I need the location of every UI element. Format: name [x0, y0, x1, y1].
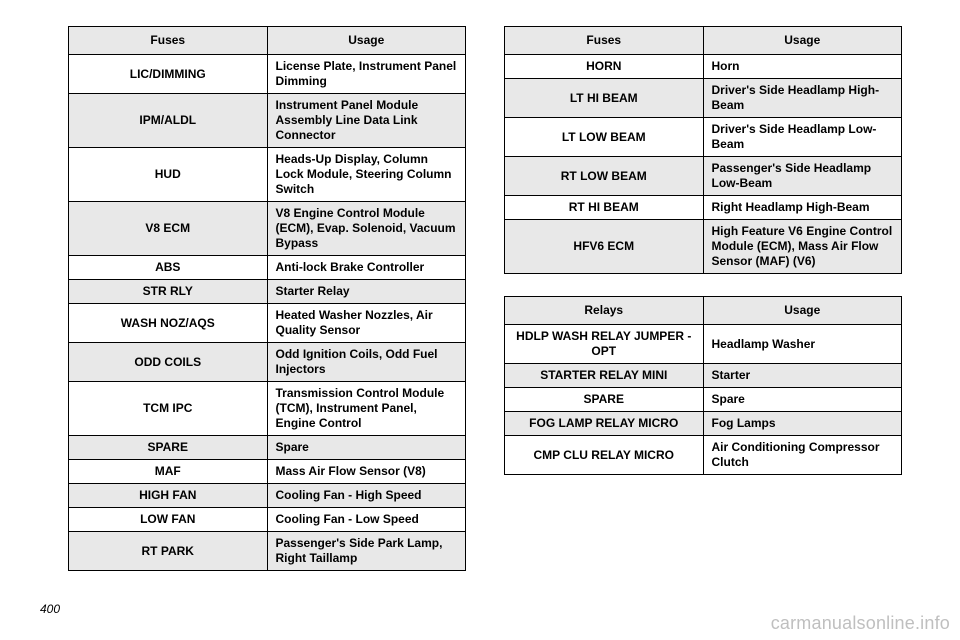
cell-usage: Heated Washer Nozzles, Air Quality Senso… [267, 304, 466, 343]
cell-code: LT LOW BEAM [505, 118, 704, 157]
cell-code: SPARE [505, 388, 704, 412]
table-row: ABSAnti-lock Brake Controller [69, 256, 466, 280]
cell-usage: Horn [703, 55, 902, 79]
cell-code: STR RLY [69, 280, 268, 304]
cell-usage: Passenger's Side Park Lamp, Right Tailla… [267, 532, 466, 571]
cell-usage: Fog Lamps [703, 412, 902, 436]
table-row: FOG LAMP RELAY MICROFog Lamps [505, 412, 902, 436]
cell-code: LT HI BEAM [505, 79, 704, 118]
cell-code: HORN [505, 55, 704, 79]
cell-usage: Spare [267, 436, 466, 460]
columns: Fuses Usage LIC/DIMMINGLicense Plate, In… [68, 26, 908, 571]
watermark: carmanualsonline.info [771, 613, 950, 634]
cell-code: HDLP WASH RELAY JUMPER -OPT [505, 325, 704, 364]
table-row: LT LOW BEAMDriver's Side Headlamp Low-Be… [505, 118, 902, 157]
table-row: LT HI BEAMDriver's Side Headlamp High-Be… [505, 79, 902, 118]
table-row: ODD COILSOdd Ignition Coils, Odd Fuel In… [69, 343, 466, 382]
cell-code: WASH NOZ/AQS [69, 304, 268, 343]
th-usage: Usage [703, 27, 902, 55]
table-row: HFV6 ECMHigh Feature V6 Engine Control M… [505, 220, 902, 274]
cell-usage: Right Headlamp High-Beam [703, 196, 902, 220]
cell-code: SPARE [69, 436, 268, 460]
table-row: MAFMass Air Flow Sensor (V8) [69, 460, 466, 484]
cell-code: CMP CLU RELAY MICRO [505, 436, 704, 475]
cell-code: IPM/ALDL [69, 94, 268, 148]
right-top-tbody: HORNHornLT HI BEAMDriver's Side Headlamp… [505, 55, 902, 274]
page-number: 400 [40, 602, 60, 616]
table-row: HIGH FANCooling Fan - High Speed [69, 484, 466, 508]
table-row: RT PARKPassenger's Side Park Lamp, Right… [69, 532, 466, 571]
cell-usage: Driver's Side Headlamp High-Beam [703, 79, 902, 118]
th-fuses: Fuses [69, 27, 268, 55]
cell-code: HIGH FAN [69, 484, 268, 508]
left-tbody: LIC/DIMMINGLicense Plate, Instrument Pan… [69, 55, 466, 571]
cell-usage: Transmission Control Module (TCM), Instr… [267, 382, 466, 436]
table-row: STR RLYStarter Relay [69, 280, 466, 304]
cell-usage: Starter Relay [267, 280, 466, 304]
cell-usage: High Feature V6 Engine Control Module (E… [703, 220, 902, 274]
right-bottom-tbody: HDLP WASH RELAY JUMPER -OPTHeadlamp Wash… [505, 325, 902, 475]
relays-table: Relays Usage HDLP WASH RELAY JUMPER -OPT… [504, 296, 902, 475]
cell-usage: Odd Ignition Coils, Odd Fuel Injectors [267, 343, 466, 382]
fuses-table-left: Fuses Usage LIC/DIMMINGLicense Plate, In… [68, 26, 466, 571]
cell-code: TCM IPC [69, 382, 268, 436]
left-column: Fuses Usage LIC/DIMMINGLicense Plate, In… [68, 26, 466, 571]
table-row: WASH NOZ/AQSHeated Washer Nozzles, Air Q… [69, 304, 466, 343]
cell-usage: Headlamp Washer [703, 325, 902, 364]
cell-usage: Passenger's Side Headlamp Low-Beam [703, 157, 902, 196]
cell-code: HFV6 ECM [505, 220, 704, 274]
th-relays: Relays [505, 297, 704, 325]
table-row: SPARESpare [69, 436, 466, 460]
table-row: RT HI BEAMRight Headlamp High-Beam [505, 196, 902, 220]
cell-usage: Heads-Up Display, Column Lock Module, St… [267, 148, 466, 202]
table-row: CMP CLU RELAY MICROAir Conditioning Comp… [505, 436, 902, 475]
right-column: Fuses Usage HORNHornLT HI BEAMDriver's S… [504, 26, 902, 475]
cell-code: MAF [69, 460, 268, 484]
table-row: HUDHeads-Up Display, Column Lock Module,… [69, 148, 466, 202]
table-row: STARTER RELAY MINIStarter [505, 364, 902, 388]
page: Fuses Usage LIC/DIMMINGLicense Plate, In… [0, 0, 960, 640]
cell-code: RT LOW BEAM [505, 157, 704, 196]
cell-code: LOW FAN [69, 508, 268, 532]
cell-usage: Air Conditioning Compressor Clutch [703, 436, 902, 475]
cell-code: V8 ECM [69, 202, 268, 256]
table-row: LIC/DIMMINGLicense Plate, Instrument Pan… [69, 55, 466, 94]
table-row: LOW FANCooling Fan - Low Speed [69, 508, 466, 532]
cell-usage: Mass Air Flow Sensor (V8) [267, 460, 466, 484]
cell-usage: Anti-lock Brake Controller [267, 256, 466, 280]
table-row: HORNHorn [505, 55, 902, 79]
th-fuses: Fuses [505, 27, 704, 55]
cell-code: STARTER RELAY MINI [505, 364, 704, 388]
table-row: IPM/ALDLInstrument Panel Module Assembly… [69, 94, 466, 148]
cell-code: FOG LAMP RELAY MICRO [505, 412, 704, 436]
fuses-table-right-top: Fuses Usage HORNHornLT HI BEAMDriver's S… [504, 26, 902, 274]
cell-code: LIC/DIMMING [69, 55, 268, 94]
cell-usage: License Plate, Instrument Panel Dimming [267, 55, 466, 94]
cell-usage: Driver's Side Headlamp Low-Beam [703, 118, 902, 157]
cell-usage: Spare [703, 388, 902, 412]
th-usage: Usage [267, 27, 466, 55]
cell-usage: Cooling Fan - High Speed [267, 484, 466, 508]
cell-code: ABS [69, 256, 268, 280]
cell-usage: Instrument Panel Module Assembly Line Da… [267, 94, 466, 148]
cell-code: RT HI BEAM [505, 196, 704, 220]
table-row: V8 ECMV8 Engine Control Module (ECM), Ev… [69, 202, 466, 256]
cell-code: HUD [69, 148, 268, 202]
cell-code: RT PARK [69, 532, 268, 571]
table-row: TCM IPCTransmission Control Module (TCM)… [69, 382, 466, 436]
cell-code: ODD COILS [69, 343, 268, 382]
table-row: HDLP WASH RELAY JUMPER -OPTHeadlamp Wash… [505, 325, 902, 364]
cell-usage: Cooling Fan - Low Speed [267, 508, 466, 532]
cell-usage: Starter [703, 364, 902, 388]
cell-usage: V8 Engine Control Module (ECM), Evap. So… [267, 202, 466, 256]
table-row: SPARESpare [505, 388, 902, 412]
th-usage: Usage [703, 297, 902, 325]
table-row: RT LOW BEAMPassenger's Side Headlamp Low… [505, 157, 902, 196]
